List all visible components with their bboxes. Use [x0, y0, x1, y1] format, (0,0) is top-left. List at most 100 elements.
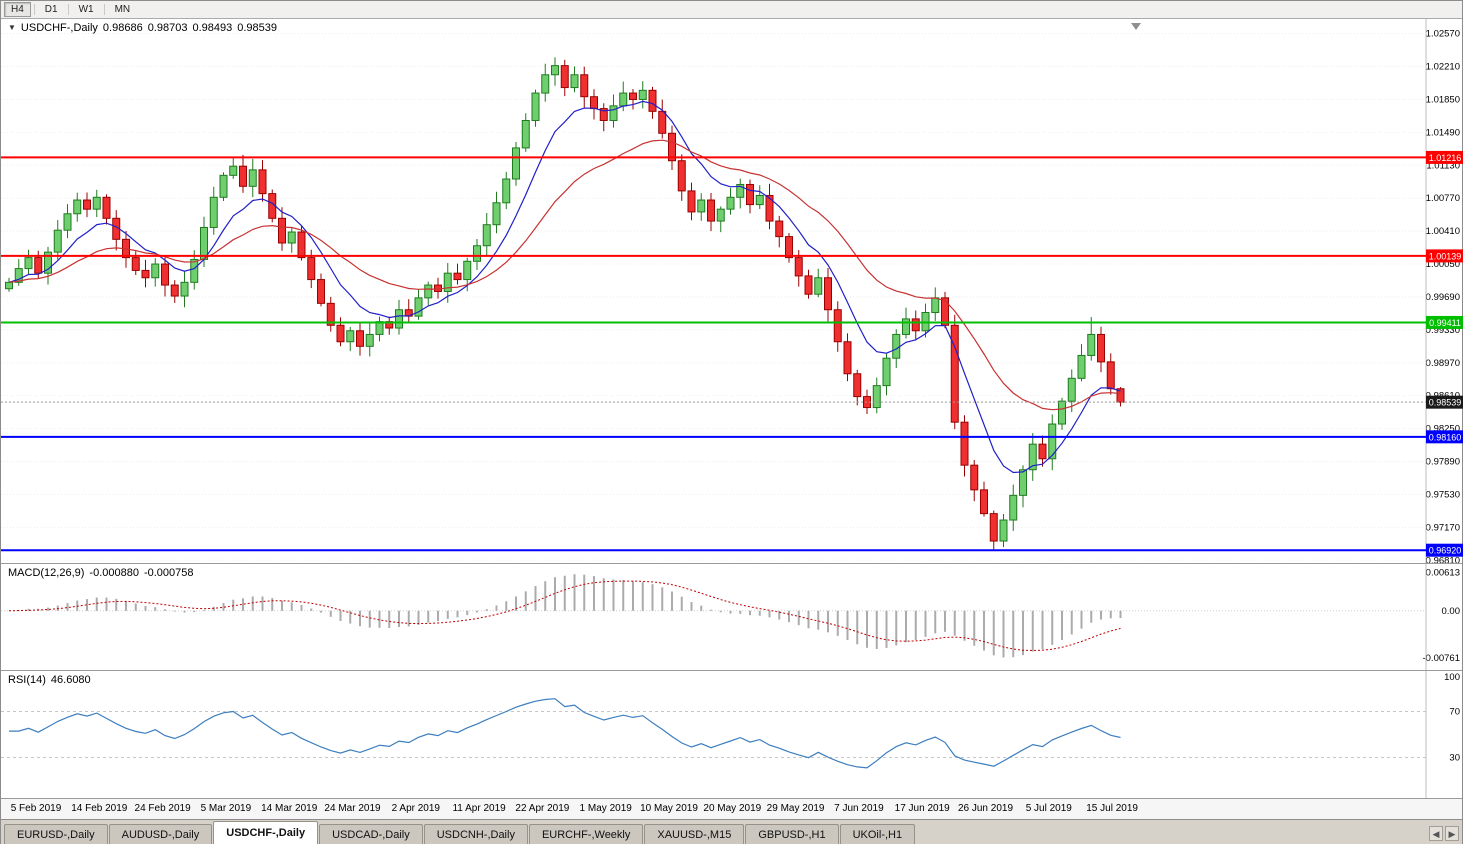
date-label: 1 May 2019 [579, 803, 632, 814]
price-tick-label: 0.99690 [1426, 292, 1460, 303]
date-label: 5 Jul 2019 [1025, 803, 1072, 814]
macd-chart[interactable]: 0.00613 0.00 -0.00761 [1, 564, 1463, 670]
chart-title: ▼ USDCHF-,Daily 0.98686 0.98703 0.98493 … [8, 22, 277, 34]
svg-text:0.96920: 0.96920 [1429, 546, 1462, 556]
ma-slow-line [8, 139, 1121, 411]
macd-tick-label: -0.00761 [1422, 653, 1460, 664]
rsi-panel: 100 70 30 RSI(14) 46.6080 [1, 671, 1462, 799]
macd-panel: 0.00613 0.00 -0.00761 MACD(12,26,9) -0.000… [1, 564, 1462, 671]
date-label: 24 Mar 2019 [324, 803, 381, 814]
rsi-tick-label: 100 [1444, 672, 1460, 683]
rsi-tick-label: 70 [1449, 707, 1460, 718]
price-level-badge [1426, 315, 1463, 329]
svg-text:1.00139: 1.00139 [1429, 251, 1462, 261]
price-tick-label: 1.02210 [1426, 62, 1460, 73]
date-label: 5 Feb 2019 [10, 803, 62, 814]
date-label: 22 Apr 2019 [515, 803, 570, 814]
toolbar-separator [103, 4, 105, 15]
chart-tabbar: EURUSD-,Daily AUDUSD-,Daily USDCHF-,Dail… [1, 819, 1462, 844]
macd-label: MACD(12,26,9) [8, 567, 85, 579]
date-axis[interactable]: 5 Feb 2019 14 Feb 2019 24 Feb 2019 5 Mar 20… [1, 799, 1462, 819]
date-label: 15 Jul 2019 [1086, 803, 1138, 814]
date-label: 10 May 2019 [640, 803, 698, 814]
price-tick-label: 1.01490 [1426, 127, 1460, 138]
ohlc-low: 0.98493 [192, 22, 233, 34]
timeframe-d1-button[interactable]: D1 [38, 2, 65, 17]
rsi-label: RSI(14) [8, 674, 46, 686]
symbol-title: USDCHF-,Daily [20, 22, 98, 34]
date-label: 24 Feb 2019 [134, 803, 191, 814]
rsi-tick-label: 30 [1449, 753, 1460, 764]
price-tick-label: 0.98970 [1426, 358, 1460, 369]
price-tick-label: 0.98250 [1426, 424, 1460, 435]
macd-tick-label: 0.00 [1442, 606, 1461, 617]
rsi-title: RSI(14) 46.6080 [8, 674, 91, 686]
price-tick-label: 1.01850 [1426, 94, 1460, 105]
timeframe-mn-button[interactable]: MN [108, 2, 138, 17]
svg-text:0.98539: 0.98539 [1429, 398, 1462, 408]
price-tick-label: 1.02570 [1426, 29, 1460, 40]
date-label: 7 Jun 2019 [834, 803, 884, 814]
candlestick-chart[interactable]: 1.02570 1.02210 1.01850 1.01490 1.01130 1.007… [1, 19, 1463, 563]
ohlc-open: 0.98686 [102, 22, 143, 34]
tab-eurchf-weekly[interactable]: EURCHF-,Weekly [528, 824, 644, 844]
timeframe-w1-button[interactable]: W1 [72, 2, 101, 17]
toolbar-separator [67, 4, 69, 15]
timeframe-toolbar: H4 D1 W1 MN [1, 1, 1462, 19]
svg-text:0.98160: 0.98160 [1429, 432, 1462, 442]
price-tick-label: 1.00770 [1426, 193, 1460, 204]
date-label: 2 Apr 2019 [391, 803, 440, 814]
collapse-arrow-icon[interactable]: ▼ [8, 23, 16, 32]
macd-histogram [17, 574, 1122, 658]
tab-audusd-daily[interactable]: AUDUSD-,Daily [108, 824, 213, 844]
date-label: 17 Jun 2019 [894, 803, 950, 814]
macd-title: MACD(12,26,9) -0.000880 -0.000758 [8, 567, 194, 579]
tab-usdchf-daily[interactable]: USDCHF-,Daily [213, 821, 319, 844]
macd-value-main: -0.000880 [89, 567, 139, 579]
candles-layer [5, 57, 1125, 550]
rsi-value: 46.6080 [50, 674, 91, 686]
date-label: 20 May 2019 [703, 803, 762, 814]
tab-ukoil-h1[interactable]: UKOil-,H1 [839, 824, 916, 844]
tab-usdcnh-daily[interactable]: USDCNH-,Daily [423, 824, 528, 844]
ma-fast-line [8, 100, 1121, 474]
date-label: 29 May 2019 [766, 803, 825, 814]
price-tick-label: 1.00050 [1426, 259, 1460, 270]
price-tick-label: 1.01130 [1426, 160, 1460, 171]
price-tick-label: 0.97890 [1426, 457, 1460, 468]
price-level-badge [1426, 249, 1463, 263]
svg-text:0.99411: 0.99411 [1429, 318, 1461, 328]
rsi-chart[interactable]: 100 70 30 [1, 671, 1463, 798]
macd-value-signal: -0.000758 [143, 567, 194, 579]
svg-text:1.01216: 1.01216 [1429, 153, 1462, 163]
tab-scroll-right-icon[interactable]: ▶ [1445, 826, 1459, 841]
horizontal-levels: 1.01216 1.00139 0.99411 0.98160 0.96920 [1, 150, 1463, 557]
price-tick-label: 0.97530 [1426, 489, 1460, 500]
rsi-line [9, 698, 1121, 769]
price-tick-label: 0.97170 [1426, 522, 1460, 533]
ohlc-close: 0.98539 [237, 22, 277, 34]
price-tick-label: 0.96810 [1426, 555, 1460, 563]
current-price-badge [1426, 395, 1463, 409]
tab-gbpusd-h1[interactable]: GBPUSD-,H1 [745, 824, 839, 844]
price-level-badge [1426, 543, 1463, 557]
date-label: 5 Mar 2019 [200, 803, 252, 814]
tab-scroll-left-icon[interactable]: ◀ [1429, 826, 1443, 841]
tab-usdcad-daily[interactable]: USDCAD-,Daily [319, 824, 423, 844]
price-tick-label: 0.99330 [1426, 325, 1460, 336]
tab-xauusd-m15[interactable]: XAUUSD-,M15 [644, 824, 745, 844]
macd-tick-label: 0.00613 [1426, 568, 1460, 579]
timeframe-h4-button[interactable]: H4 [4, 2, 31, 17]
date-label: 14 Feb 2019 [71, 803, 128, 814]
tab-eurusd-daily[interactable]: EURUSD-,Daily [4, 824, 108, 844]
chart-shift-marker-icon [1131, 23, 1141, 30]
toolbar-separator [33, 4, 35, 15]
price-level-badge [1426, 150, 1463, 164]
ohlc-high: 0.98703 [147, 22, 188, 34]
price-grid [1, 33, 1426, 561]
price-tick-label: 1.00410 [1426, 226, 1460, 237]
price-chart-panel: 1.02570 1.02210 1.01850 1.01490 1.01130 1.007… [1, 19, 1463, 564]
macd-signal-line [8, 580, 1121, 652]
date-label: 14 Mar 2019 [261, 803, 318, 814]
